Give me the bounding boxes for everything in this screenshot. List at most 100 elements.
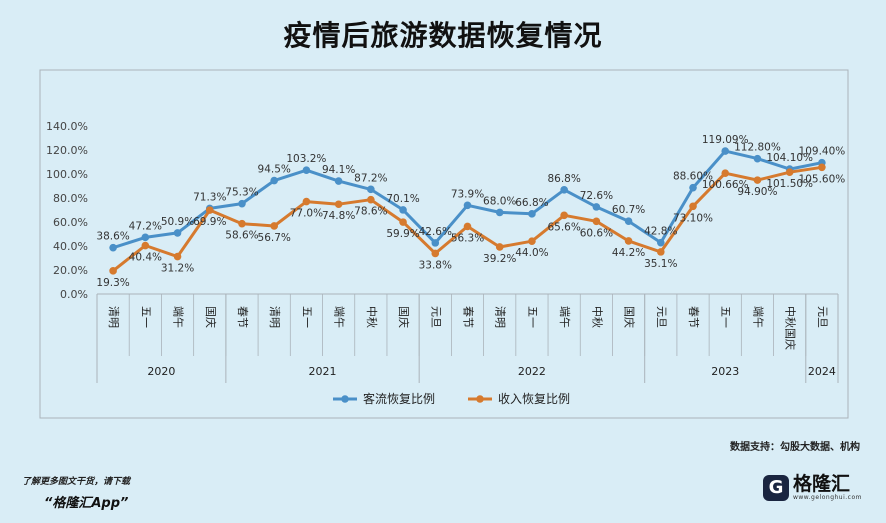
revenue-data-label: 69.9% xyxy=(193,216,226,228)
category-label: 端午 xyxy=(751,306,764,328)
visitors-point xyxy=(141,233,150,242)
revenue-point xyxy=(334,200,343,209)
visitors-point xyxy=(689,183,697,192)
revenue-point xyxy=(463,222,472,231)
page-title: 疫情后旅游数据恢复情况 xyxy=(283,19,603,52)
revenue-point xyxy=(302,197,311,206)
year-label: 2020 xyxy=(147,365,175,378)
revenue-point xyxy=(431,249,440,258)
category-label: 端午 xyxy=(558,306,571,328)
revenue-point xyxy=(109,267,117,275)
visitors-data-label: 72.6% xyxy=(580,190,613,202)
visitors-point xyxy=(109,243,117,252)
category-label: 五一 xyxy=(300,306,313,328)
revenue-point xyxy=(367,195,375,204)
revenue-data-label: 44.0% xyxy=(515,247,548,259)
visitors-data-label: 68.0% xyxy=(483,195,516,207)
visitors-point xyxy=(463,201,472,210)
revenue-data-label: 19.3% xyxy=(96,277,129,289)
visitors-point xyxy=(753,154,762,163)
visitors-point xyxy=(238,199,246,208)
visitors-data-label: 87.2% xyxy=(354,172,387,184)
visitors-data-label: 109.40% xyxy=(799,146,846,158)
legend-marker xyxy=(476,395,484,403)
y-axis: 0.0% 20.0% 40.0% 60.0% 80.0% 100.0% 120.0% 140.… xyxy=(46,120,88,301)
revenue-point xyxy=(753,176,762,184)
visitors-point xyxy=(399,206,407,214)
revenue-point xyxy=(238,219,246,228)
visitors-data-label: 73.9% xyxy=(451,188,484,200)
visitors-data-label: 94.5% xyxy=(258,164,291,176)
revenue-point xyxy=(495,243,504,251)
visitors-data-label: 47.2% xyxy=(129,220,162,232)
category-label: 春节 xyxy=(462,306,475,328)
visitors-data-label: 112.80% xyxy=(734,142,781,154)
revenue-point xyxy=(624,237,633,245)
legend: 客流恢复比例 收入恢复比例 xyxy=(333,391,570,406)
visitors-data-label: 42.6% xyxy=(419,226,452,238)
revenue-data-label: 74.8% xyxy=(322,210,355,222)
revenue-data-label: 94.90% xyxy=(737,186,777,198)
revenue-data-label: 31.2% xyxy=(161,263,194,275)
year-label: 2024 xyxy=(808,365,836,378)
visitors-point xyxy=(173,229,182,237)
revenue-point xyxy=(141,241,150,250)
year-label: 2023 xyxy=(711,365,739,378)
revenue-data-label: 105.60% xyxy=(799,173,846,185)
visitors-point xyxy=(367,185,375,194)
visitors-point xyxy=(560,186,568,194)
brand-name: 格隆汇 xyxy=(792,473,850,495)
visitors-point xyxy=(334,177,343,185)
revenue-data-label: 59.9% xyxy=(386,228,419,240)
revenue-data-label: 78.6% xyxy=(354,206,387,218)
category-label: 国庆 xyxy=(397,306,411,328)
revenue-point xyxy=(592,217,601,226)
category-label: 五一 xyxy=(139,306,152,328)
revenue-data-label: 56.3% xyxy=(451,232,484,244)
chart-frame xyxy=(39,69,849,419)
year-label: 2021 xyxy=(309,365,337,378)
category-label: 中秋 xyxy=(590,306,604,328)
revenue-data-label: 101.50% xyxy=(766,178,813,190)
revenue-point xyxy=(785,168,794,176)
visitors-point xyxy=(624,217,633,225)
category-label: 清明 xyxy=(268,306,281,328)
visitors-point xyxy=(270,176,278,185)
footer-note: 了解更多图文干货，请下载 xyxy=(22,477,131,487)
y-tick-label: 120.0% xyxy=(46,144,88,157)
visitors-data-label: 103.2% xyxy=(286,153,326,165)
revenue-data-label: 100.66% xyxy=(702,179,749,191)
footer-app-name: “格隆汇App” xyxy=(44,496,129,511)
visitors-data-label: 71.3% xyxy=(193,191,226,203)
visitors-point xyxy=(592,203,601,211)
revenue-data-label: 35.1% xyxy=(644,258,677,270)
visitors-data-label: 60.7% xyxy=(612,204,645,216)
category-label: 元旦 xyxy=(655,306,668,328)
category-label: 中秋 xyxy=(365,306,379,328)
revenue-point xyxy=(173,252,182,261)
visitors-point xyxy=(528,210,536,218)
revenue-data-label: 44.2% xyxy=(612,247,645,259)
y-tick-label: 140.0% xyxy=(46,120,88,133)
revenue-data-label: 40.4% xyxy=(129,252,162,264)
y-tick-label: 100.0% xyxy=(46,168,88,181)
revenue-point xyxy=(205,206,214,214)
chart-border xyxy=(39,69,849,419)
brand-logo: G 格隆汇 www.gelonghui.com xyxy=(762,473,862,501)
x-axis: 清明 五一 端午 国庆 春节 清明 五一 端午 中秋 国庆 元旦 春节 清明 五一 端午 中秋 国庆 元旦 春节 五一… xyxy=(96,293,839,383)
visitors-data-label: 50.9% xyxy=(161,216,194,228)
revenue-point xyxy=(399,218,407,226)
visitors-data-label: 88.60% xyxy=(673,171,713,183)
revenue-data-label: 73.10% xyxy=(673,212,713,224)
data-labels: 38.6% 19.3% 47.2% 40.4% 50.9% 31.2% 71.3% 69.9%… xyxy=(96,134,845,289)
data-credit: 数据支持：勾股大数据、机构 xyxy=(730,442,860,453)
category-label: 元旦 xyxy=(816,306,829,328)
visitors-data-label: 70.1% xyxy=(386,193,419,205)
revenue-point xyxy=(818,163,826,172)
revenue-point xyxy=(560,211,568,220)
legend-label: 收入恢复比例 xyxy=(498,392,570,406)
revenue-data-label: 39.2% xyxy=(483,253,516,265)
legend-marker xyxy=(341,395,349,403)
revenue-point xyxy=(657,248,665,256)
